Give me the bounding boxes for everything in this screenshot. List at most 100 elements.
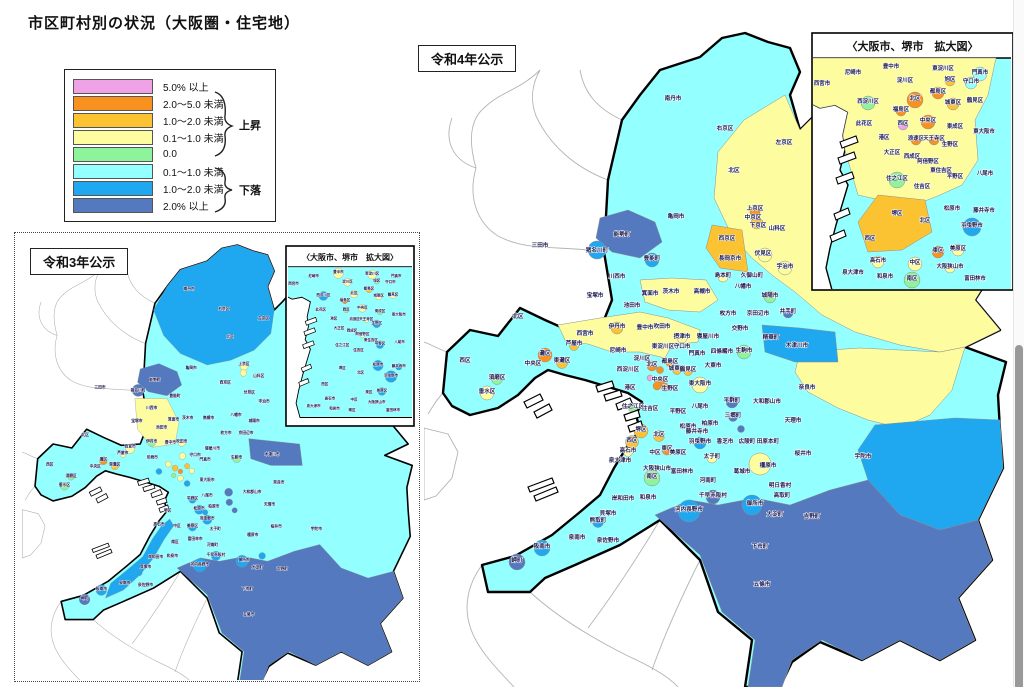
inset-ward-labels: 尼崎市西宮市豊中市 東淀川区門真市守口市淀川区 旭区西淀川区 北区都島区福島区城東区鶴… <box>288 269 407 412</box>
ward-label: 泉大津市 <box>306 403 321 408</box>
municipality-label: 左京区 <box>776 138 793 146</box>
region-blob-堺東区 <box>661 444 673 456</box>
inset-blob-中央区 <box>358 304 367 313</box>
ward-label: 都島区 <box>929 87 947 95</box>
municipality-label: 広陵町 <box>739 437 756 445</box>
municipality-label: 芦屋市 <box>117 450 129 455</box>
ward-label: 美原区 <box>950 244 967 252</box>
inset-blob-住之江区 <box>888 171 906 189</box>
legend-color-chip <box>73 198 153 213</box>
reiwa3-map-frame <box>14 232 420 682</box>
ward-label: 松原市 <box>373 362 384 367</box>
region-blob-芦屋市 <box>119 451 126 458</box>
legend-rows: 5.0% 以上 2.0～5.0 未満 1.0～2.0 未満 0.1～1.0 未満 0.0… <box>73 78 224 214</box>
prefecture-boundary-line <box>579 69 623 121</box>
region-patch-nose <box>137 363 182 396</box>
region-blob-城東区 <box>672 365 682 375</box>
municipality-label: 高槻市 <box>694 287 711 295</box>
municipality-label: 城陽市 <box>248 418 260 423</box>
municipality-label: 高石市 <box>153 522 165 527</box>
ward-label: 東淀川区 <box>932 64 954 72</box>
inset-blob-阿倍野区 <box>359 332 366 338</box>
ward-label: 富田林市 <box>386 407 400 412</box>
legend-up-label: 上昇 <box>239 118 261 132</box>
region-blob-吹田市 <box>177 438 186 447</box>
municipality-label: 川西市 <box>145 405 158 410</box>
legend-color-chip <box>73 79 153 94</box>
municipality-label: 右京区 <box>717 124 734 132</box>
municipality-label: 千早赤阪村 <box>699 491 727 499</box>
scrollbar-thumb[interactable] <box>1015 345 1023 687</box>
ward-label: 福島区 <box>339 297 351 302</box>
municipality-label: 下市町 <box>242 586 254 591</box>
prefecture-boundary-line <box>466 564 515 687</box>
ward-label: 平野区 <box>947 172 964 180</box>
harbor-pier <box>523 393 544 409</box>
municipality-label: 灘区 <box>100 457 108 462</box>
inset-title: 〈大阪市、堺市 拡大図〉 <box>847 39 979 53</box>
municipality-label: 吹田市 <box>654 322 671 330</box>
ward-label: 生野区 <box>371 320 382 325</box>
municipality-label: 貝塚市 <box>139 564 152 569</box>
municipality-label: 枚方市 <box>720 309 737 317</box>
municipality-label: 御所市 <box>746 499 764 507</box>
municipality-label: 山科区 <box>769 224 786 232</box>
municipality-label: 豊中市 <box>637 323 654 331</box>
region-blob-三郷町 <box>728 412 738 422</box>
scrollbar-track[interactable] <box>1013 0 1024 687</box>
region-patch-nantan-blue <box>153 244 275 366</box>
inset-blob-旭区 <box>944 75 956 87</box>
harbor-pier <box>603 389 623 402</box>
prefecture-boundary-line <box>448 117 605 253</box>
ward-label: 高石市 <box>325 395 336 400</box>
municipality-label: 大淀町 <box>767 510 784 518</box>
inset-blob-平野区 <box>375 340 385 349</box>
region-patch-kizugawa <box>248 438 303 466</box>
ward-label: 羽曳野市 <box>384 373 398 378</box>
municipality-label: 川西市 <box>608 272 626 280</box>
reiwa3-map-badge: 令和3年公示 <box>30 248 129 275</box>
municipality-label: 寝屋川市 <box>696 332 720 340</box>
inset-blob-天王寺区 <box>928 134 940 146</box>
ward-label: 藤井寺市 <box>392 363 406 368</box>
municipality-label: 桜井市 <box>271 524 283 529</box>
inset-blob-羽曳野市 <box>962 217 982 237</box>
municipality-label: 北区 <box>653 430 665 438</box>
region-blob-伊丹市 <box>610 321 624 335</box>
prefecture-boundary-line <box>424 341 448 353</box>
prefecture-boundary-line <box>651 559 701 671</box>
inset-blob-羽曳野市 <box>384 370 398 383</box>
region-blob-摂津市 <box>676 332 688 344</box>
legend-item-label: 2.0% 以上 <box>163 202 209 213</box>
region-blob-伊丹市 <box>147 438 156 447</box>
region-blob-熊取町 <box>592 516 604 528</box>
municipality-label: 岬町 <box>511 556 523 564</box>
region-patch-yoshino-belt <box>176 544 404 680</box>
legend-color-chip <box>73 130 153 145</box>
municipality-label: 北区 <box>512 312 524 320</box>
ward-label: 住之江区 <box>335 342 349 347</box>
municipality-label: 芦屋市 <box>566 339 583 347</box>
page-title: 市区町村別の状況（大阪圏・住宅地） <box>28 15 301 32</box>
municipality-label: 八幡市 <box>229 412 242 417</box>
ward-label: 都島区 <box>363 285 375 290</box>
ward-label: 中区 <box>350 397 358 402</box>
prefecture-boundary-line <box>50 601 80 680</box>
region-blob-藤井寺市 <box>202 509 209 516</box>
municipality-label: 橿原市 <box>760 461 777 469</box>
ward-label: 八尾市 <box>394 339 405 344</box>
ward-label: 北区 <box>350 290 358 295</box>
municipality-label: 美原区 <box>186 523 199 528</box>
region-patch-nose <box>595 209 663 259</box>
municipality-label: 中央区 <box>652 375 669 383</box>
legend-color-chip <box>73 113 153 128</box>
municipality-label: 茨木市 <box>663 287 680 295</box>
ward-label: 守口市 <box>963 77 980 85</box>
legend-item-label: 2.0～5.0 未満 <box>163 100 224 111</box>
municipality-label: 長岡京市 <box>719 254 742 262</box>
municipality-label: 城陽市 <box>762 291 779 299</box>
